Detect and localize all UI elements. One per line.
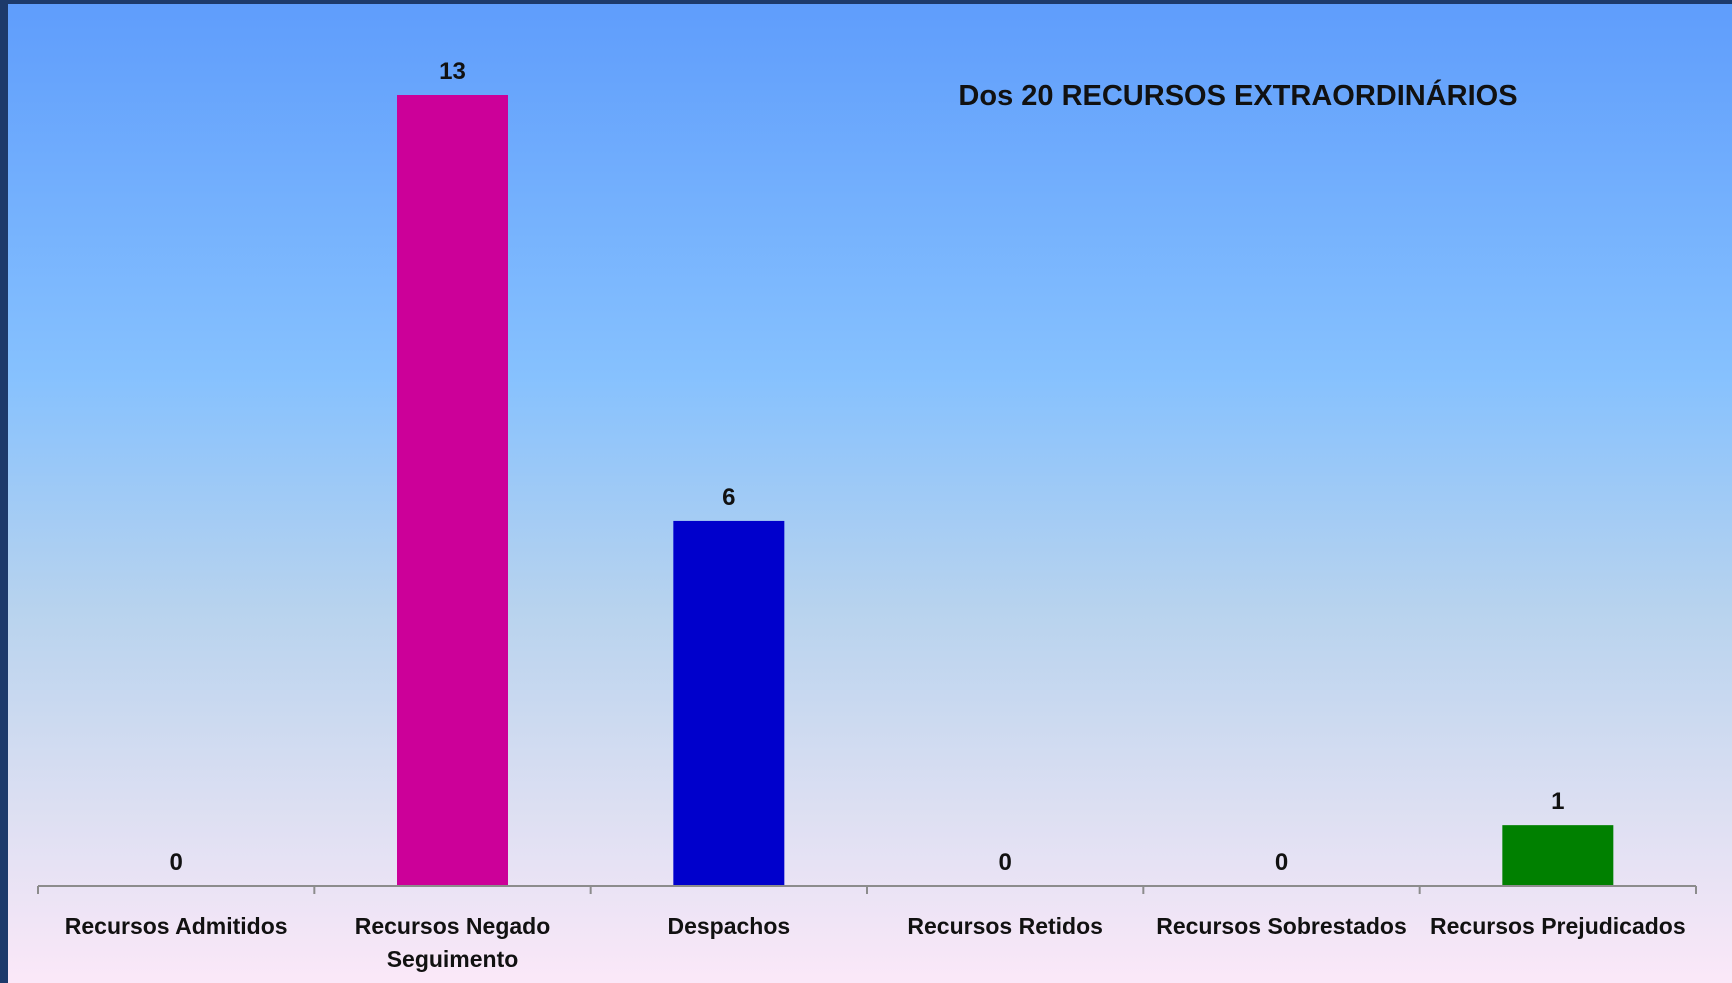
- category-label: Recursos Sobrestados: [1156, 913, 1407, 939]
- category-label-line: Recursos Retidos: [907, 913, 1103, 939]
- category-label-line: Despachos: [667, 913, 790, 939]
- data-label: 0: [1275, 849, 1288, 876]
- data-label: 0: [169, 849, 182, 876]
- bar: [673, 520, 785, 886]
- data-label: 1: [1551, 788, 1564, 815]
- category-label-line: Recursos Admitidos: [65, 913, 288, 939]
- data-label: 0: [998, 849, 1011, 876]
- category-label: Recursos Prejudicados: [1430, 913, 1686, 939]
- category-label-line: Recursos Sobrestados: [1156, 913, 1407, 939]
- bar: [1502, 825, 1614, 886]
- data-label: 6: [722, 484, 735, 511]
- category-label: Recursos Admitidos: [65, 913, 288, 939]
- category-label-line: Seguimento: [387, 946, 519, 972]
- category-label-line: Recursos Prejudicados: [1430, 913, 1686, 939]
- bar: [397, 95, 508, 886]
- category-label: Recursos Negado Seguimento: [355, 913, 551, 972]
- chart-area: Dos 20 RECURSOS EXTRAORDINÁRIOS 0 13 6 0 0 1 …: [8, 4, 1732, 983]
- chart-title: Dos 20 RECURSOS EXTRAORDINÁRIOS: [958, 78, 1517, 112]
- category-label-line: Recursos Negado: [355, 913, 551, 939]
- category-label: Despachos: [667, 913, 790, 939]
- category-label: Recursos Retidos: [907, 913, 1103, 939]
- data-label: 13: [439, 58, 466, 85]
